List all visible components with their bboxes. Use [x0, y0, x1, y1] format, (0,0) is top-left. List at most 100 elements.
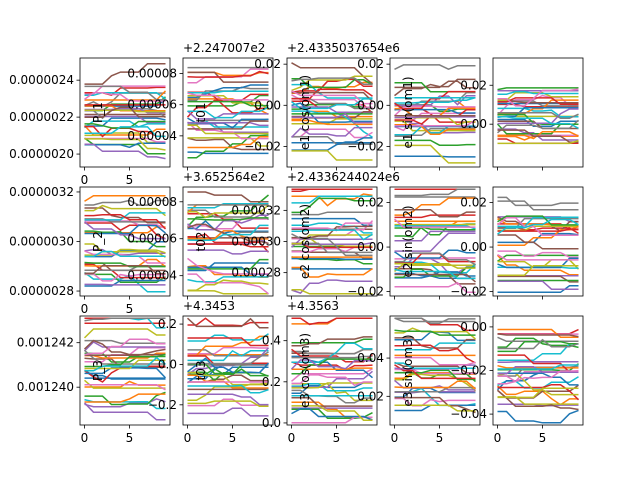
- y-tick-label: −0.02: [347, 139, 384, 153]
- series-line: [85, 318, 166, 321]
- y-tick-label: 0.00006: [127, 232, 177, 246]
- axis-offset-text: +2.247007e2: [183, 41, 265, 55]
- y-tick-label: 0.00004: [127, 129, 177, 143]
- y-tick-label: 0.0000030: [9, 235, 74, 249]
- x-tick-label: 5: [333, 431, 341, 445]
- series-line: [498, 251, 579, 257]
- series-line: [188, 192, 269, 202]
- y-axis-label: t03: [194, 361, 208, 381]
- series-line: [498, 362, 579, 363]
- y-tick-label: 0.4: [262, 334, 281, 348]
- y-axis-label: e3 sin(om3): [401, 334, 415, 406]
- y-axis-label: P_3: [91, 360, 105, 381]
- series-group: [498, 330, 579, 423]
- y-tick-label: 0.001240: [17, 380, 74, 394]
- series-line: [188, 408, 269, 416]
- y-tick-label: 0.0: [262, 416, 281, 430]
- subplot-0-4: 0.00 0.02: [460, 58, 583, 171]
- y-tick-label: 0.0000022: [9, 110, 74, 124]
- y-axis-label: t02: [194, 232, 208, 252]
- y-tick-label: 0.00006: [127, 98, 177, 112]
- x-tick-label: 5: [229, 431, 237, 445]
- y-tick-label: 0.0000028: [9, 284, 74, 298]
- series-group: [498, 88, 579, 143]
- series-line: [395, 189, 476, 195]
- x-tick-label: 5: [126, 173, 134, 187]
- series-group: [498, 197, 579, 292]
- axis-offset-text: +2.4335037654e6: [287, 41, 400, 55]
- subplot-1-4: −0.02 0.00 0.02: [450, 187, 583, 300]
- y-tick-label: −0.02: [347, 285, 384, 299]
- axis-offset-text: +2.4336244024e6: [287, 170, 400, 184]
- y-axis-label: e1 sin(om1): [401, 76, 415, 148]
- x-tick-label: 0: [494, 431, 502, 445]
- y-tick-label: 0.00: [357, 240, 384, 254]
- y-tick-label: −0.02: [450, 364, 487, 378]
- y-axis-label: e1 cos(om1): [298, 75, 312, 150]
- y-tick-label: 0.00004: [127, 269, 177, 283]
- y-tick-label: 0.001242: [17, 336, 74, 350]
- y-tick-label: 0.02: [460, 78, 487, 92]
- y-tick-label: 0.02: [460, 196, 487, 210]
- y-tick-label: 0.00028: [231, 266, 281, 280]
- y-axis-label: t01: [194, 103, 208, 123]
- x-tick-label: 0: [288, 431, 296, 445]
- y-tick-label: 0.0000024: [9, 73, 74, 87]
- y-tick-label: 0.00008: [127, 67, 177, 81]
- series-line: [498, 334, 579, 337]
- y-tick-label: 0.00: [460, 320, 487, 334]
- axis-offset-text: +3.652564e2: [183, 170, 265, 184]
- y-tick-label: 0.00030: [231, 235, 281, 249]
- y-tick-label: 0.2: [262, 375, 281, 389]
- y-tick-label: 0.2: [158, 317, 177, 331]
- subplot-2-1: −0.2 0.0 0.2 0 5 t03 +4.3453: [148, 299, 273, 445]
- y-tick-label: 0.0000032: [9, 185, 74, 199]
- y-tick-label: 0.0: [158, 357, 177, 371]
- y-tick-label: 0.00: [460, 240, 487, 254]
- y-tick-label: 0.00008: [127, 195, 177, 209]
- x-tick-label: 0: [184, 431, 192, 445]
- y-axis-label: P_2: [91, 231, 105, 252]
- series-line: [395, 65, 476, 69]
- series-line: [85, 284, 166, 285]
- y-tick-label: −0.02: [244, 139, 281, 153]
- y-tick-label: 0.00: [254, 98, 281, 112]
- y-axis-label: e2 sin(om2): [401, 205, 415, 277]
- series-line: [498, 88, 579, 90]
- y-axis-label: P_1: [91, 102, 105, 123]
- y-axis-label: e2 cos(om2): [298, 204, 312, 279]
- x-tick-label: 5: [126, 431, 134, 445]
- x-tick-label: 0: [81, 302, 89, 316]
- subplot-2-2: 0.0 0.2 0.4 0 5 e3 cos(om3) +4.3563: [262, 299, 377, 445]
- series-line: [498, 120, 579, 133]
- axis-offset-text: +4.3453: [183, 299, 235, 313]
- y-tick-label: −0.04: [450, 407, 487, 421]
- subplot-1-2: 0.00028 0.00030 0.00032 e2 cos(om2) +2.43362…: [231, 170, 400, 300]
- y-tick-label: 0.02: [357, 389, 384, 403]
- subplot-2-0: 0.001240 0.001242 0 5 P_3: [17, 316, 170, 445]
- y-tick-label: 0.02: [254, 57, 281, 71]
- y-tick-label: 0.0000020: [9, 147, 74, 161]
- series-line: [85, 329, 166, 338]
- y-tick-label: 0.02: [357, 196, 384, 210]
- y-tick-label: 0.00032: [231, 203, 281, 217]
- series-line: [395, 156, 476, 157]
- x-tick-label: 0: [81, 431, 89, 445]
- x-tick-label: 0: [391, 431, 399, 445]
- y-tick-label: 0.04: [357, 351, 384, 365]
- x-tick-label: 5: [126, 302, 134, 316]
- x-tick-label: 5: [436, 431, 444, 445]
- series-line: [188, 91, 269, 93]
- axis-offset-text: +4.3563: [287, 299, 339, 313]
- y-axis-label: e3 cos(om3): [298, 333, 312, 408]
- x-tick-label: 5: [539, 431, 547, 445]
- y-tick-label: 0.02: [357, 57, 384, 71]
- x-tick-label: 0: [81, 173, 89, 187]
- series-line: [498, 410, 579, 422]
- y-tick-label: −0.02: [450, 285, 487, 299]
- y-tick-label: 0.00: [357, 98, 384, 112]
- series-line: [188, 291, 269, 294]
- y-tick-label: 0.00: [460, 117, 487, 131]
- y-tick-label: −0.2: [148, 398, 177, 412]
